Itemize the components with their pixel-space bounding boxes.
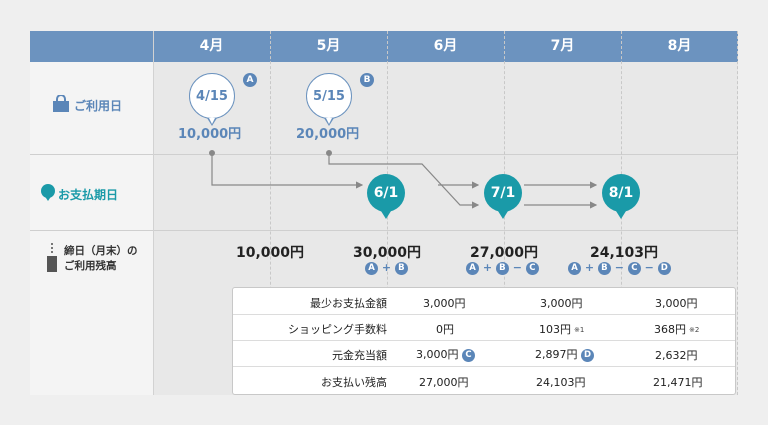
payment-pin-jul: 7/1 xyxy=(484,174,522,219)
badge-a: A xyxy=(466,261,479,275)
table-cell: 2,632円 xyxy=(655,349,698,362)
footnote-mark: ※2 xyxy=(689,326,700,334)
formula-operator: − xyxy=(614,261,624,274)
balance-label-line2: ご利用残高 xyxy=(64,260,117,272)
badge-b: B xyxy=(394,261,408,275)
table-cell: 3,000円 xyxy=(540,297,583,310)
fee-value: 368円 xyxy=(654,323,686,336)
fee-value: 103円 xyxy=(539,323,571,336)
month-header-may: 5月 xyxy=(316,38,341,54)
table-cell: 21,471円 xyxy=(653,376,703,389)
formula-operator: − xyxy=(512,261,522,274)
table-cell: 0円 xyxy=(436,323,454,336)
arrow-a-to-jun xyxy=(211,153,364,189)
table-cell: 368円 ※2 xyxy=(654,321,699,337)
badge-a: A xyxy=(365,261,378,275)
usage-date-label: ご利用日 xyxy=(74,99,123,113)
payment-detail-table: 最少お支払金額 3,000円 3,000円 3,000円 ショッピング手数料 0… xyxy=(232,287,736,395)
column-divider xyxy=(270,31,271,395)
formula-operator: + xyxy=(381,261,392,274)
row-divider xyxy=(30,230,738,231)
table-label-minimum-payment: 最少お支払金額 xyxy=(310,297,387,310)
usage-amount-b: 20,000円 xyxy=(296,127,360,142)
principal-value: 3,000円 xyxy=(416,348,459,361)
formula-operator: + xyxy=(482,261,493,274)
month-header-jul: 7月 xyxy=(550,38,575,54)
row-divider xyxy=(30,154,738,155)
month-header-apr: 4月 xyxy=(199,38,224,54)
badge-c: C xyxy=(462,348,475,362)
table-cell: 27,000円 xyxy=(419,376,469,389)
balance-apr: 10,000円 xyxy=(236,245,305,261)
shopping-bag-icon xyxy=(52,94,70,117)
table-row-divider xyxy=(233,340,735,341)
formula-operator: + xyxy=(584,261,595,274)
badge-c: C xyxy=(525,261,539,275)
month-header: 4月 5月 6月 7月 8月 xyxy=(30,31,738,62)
usage-date-bubble-a: 4/15 xyxy=(189,73,235,126)
table-cell: 103円 ※1 xyxy=(539,321,584,337)
formula-operator: − xyxy=(644,261,654,274)
principal-value: 2,897円 xyxy=(535,348,578,361)
badge-b: B xyxy=(597,261,611,275)
table-label-shopping-fee: ショッピング手数料 xyxy=(288,323,387,336)
payment-date-label: お支払期日 xyxy=(58,188,119,202)
usage-amount-a: 10,000円 xyxy=(178,127,242,142)
calendar-icon xyxy=(46,243,58,277)
table-row-divider xyxy=(233,314,735,315)
badge-b: B xyxy=(360,73,374,87)
footnote-mark: ※1 xyxy=(574,326,585,334)
badge-a: A xyxy=(568,261,581,275)
balance-jul: 24,103円 xyxy=(590,245,659,261)
payment-pin-aug: 8/1 xyxy=(602,174,640,219)
month-header-aug: 8月 xyxy=(667,38,692,54)
column-divider xyxy=(737,31,738,395)
formula-jun: A + B − C xyxy=(466,261,539,275)
formula-jul: A + B − C − D xyxy=(568,261,671,275)
table-cell: 3,000円 xyxy=(423,297,466,310)
table-cell: 3,000円 xyxy=(655,297,698,310)
badge-d: D xyxy=(657,261,671,275)
table-label-remaining: お支払い残高 xyxy=(321,376,387,389)
balance-may: 30,000円 xyxy=(353,245,422,261)
badge-c: C xyxy=(627,261,641,275)
table-cell: 3,000円 C xyxy=(416,346,475,362)
table-cell: 24,103円 xyxy=(536,376,586,389)
table-label-principal: 元金充当額 xyxy=(332,349,387,362)
table-cell: 2,897円 D xyxy=(535,346,594,362)
usage-date-bubble-b: 5/15 xyxy=(306,73,352,126)
arrow-b-to-jul xyxy=(328,153,480,209)
pin-icon xyxy=(40,184,56,206)
month-header-jun: 6月 xyxy=(433,38,458,54)
balance-jun: 27,000円 xyxy=(470,245,539,261)
formula-may: A + B xyxy=(365,261,408,275)
badge-a: A xyxy=(243,73,257,87)
table-row-divider xyxy=(233,366,735,367)
balance-label-line1: 締日（月末）の xyxy=(64,245,138,257)
badge-b: B xyxy=(495,261,509,275)
column-divider xyxy=(153,31,154,395)
payment-pin-jun: 6/1 xyxy=(367,174,405,219)
badge-d: D xyxy=(581,348,594,362)
row-label-column xyxy=(30,62,153,395)
